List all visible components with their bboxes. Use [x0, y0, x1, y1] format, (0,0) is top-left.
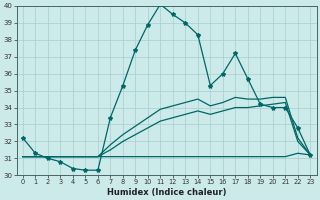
- X-axis label: Humidex (Indice chaleur): Humidex (Indice chaleur): [107, 188, 226, 197]
